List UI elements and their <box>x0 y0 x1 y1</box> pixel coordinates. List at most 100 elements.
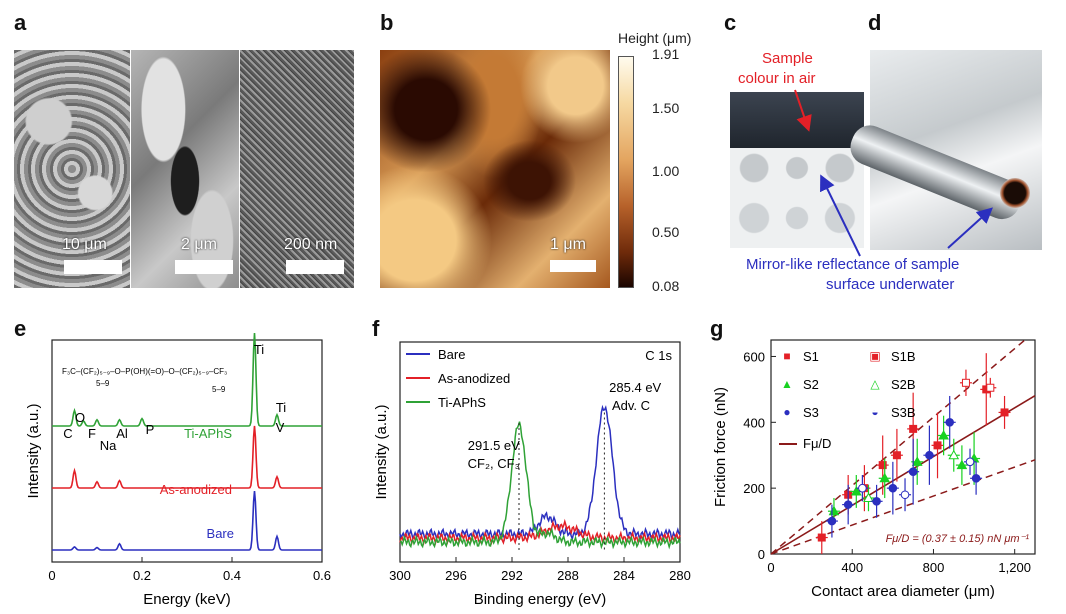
colorbar-tick: 1.00 <box>652 163 680 179</box>
data-point-s3 <box>971 473 981 483</box>
data-point-s2 <box>850 485 862 496</box>
arrow-reflectance-c <box>820 174 861 257</box>
x-tick-label: 288 <box>557 568 579 583</box>
data-point-s2 <box>911 456 923 466</box>
x-tick-label: 0 <box>767 560 774 575</box>
data-point-s3 <box>925 450 934 460</box>
legend-marker: ● <box>783 405 790 419</box>
tube-photo-underwater <box>845 50 1042 250</box>
legend-label: Bare <box>438 347 465 362</box>
scale-bar <box>286 260 344 274</box>
panel-label-e: e <box>14 316 27 341</box>
scale-bar <box>550 260 596 272</box>
confidence-band <box>770 459 1036 555</box>
scale-bar-label: 1 μm <box>550 236 586 253</box>
y-tick-label: 0 <box>758 547 765 562</box>
data-point-s3b <box>900 490 910 500</box>
data-point-s3 <box>872 497 881 506</box>
fit-line <box>770 394 1036 555</box>
element-label-na: Na <box>100 438 117 453</box>
coin-reflection <box>730 148 864 248</box>
x-tick-label: 800 <box>923 560 945 575</box>
data-point-s1 <box>933 441 942 450</box>
y-axis-label: Intensity (a.u.) <box>25 403 42 498</box>
sample-photo-air <box>724 50 870 250</box>
data-point-s1 <box>1000 408 1009 417</box>
colorbar-tick: 0.50 <box>652 224 680 240</box>
data-point-s2 <box>956 459 968 470</box>
element-label-f: F <box>88 426 96 441</box>
y-tick-label: 200 <box>743 481 765 496</box>
x-tick-label: 300 <box>389 568 411 583</box>
data-point-s3 <box>908 467 918 476</box>
y-axis-label: Intensity (a.u.) <box>373 404 390 499</box>
legend-label: S1 <box>803 349 819 364</box>
legend-label: Ti-APhS <box>438 395 486 410</box>
colorbar <box>618 56 634 288</box>
tube-end <box>1000 178 1030 208</box>
x-tick-label: 296 <box>445 568 467 583</box>
sem-image-1: 10 μm <box>14 50 130 288</box>
arrow-air <box>794 89 812 132</box>
legend-label: S3B <box>891 405 916 420</box>
legend-marker: ▲ <box>781 377 793 391</box>
annotation-air-line1: Sample <box>762 50 813 67</box>
data-point-s2b <box>948 449 960 460</box>
element-label-c: C <box>63 426 72 441</box>
element-label-v: V <box>276 420 285 435</box>
chart-eds: 0 0.2 0.4 0.6 Energy (keV) Intensity (a.u.) Ti… <box>25 332 331 608</box>
scale-bar-label: 200 nm <box>284 236 338 253</box>
data-point-s3 <box>827 516 837 526</box>
legend-label: As-anodized <box>438 371 510 386</box>
data-point-s3b <box>965 457 975 467</box>
arrow-reflectance-d <box>947 207 993 249</box>
element-label-o: O <box>75 410 85 425</box>
fit-equation: Fμ/D = (0.37 ± 0.15) nN μm⁻¹ <box>886 533 1030 545</box>
legend-label: S1B <box>891 349 916 364</box>
legend-label: S2 <box>803 377 819 392</box>
annotation-underwater-line1: Mirror-like reflectance of sample <box>746 256 960 273</box>
spectrum-bare <box>52 491 322 551</box>
x-tick-label: 284 <box>613 568 635 583</box>
sem-image-3: 200 nm <box>240 50 354 288</box>
legend-marker: ▣ <box>869 349 880 363</box>
element-label-ti2: Ti <box>276 400 286 415</box>
formula: F₃C–(CF₂)₅₋₉–O–P(OH)(=O)–O–(CF₂)₅₋₉–CF₃ <box>62 367 227 376</box>
data-point-s2b <box>863 492 874 503</box>
element-label-p: P <box>146 422 155 437</box>
data-point-s2 <box>879 472 891 483</box>
x-axis-label: Binding energy (eV) <box>474 591 607 608</box>
legend-label: S2B <box>891 377 916 392</box>
panel-label-c: c <box>724 10 737 35</box>
formula-subscript: 5–9 <box>96 379 110 388</box>
legend-marker: △ <box>870 377 880 391</box>
x-tick-label: 1,200 <box>998 560 1031 575</box>
data-point-s1b <box>961 378 970 387</box>
data-point-s1 <box>878 461 887 470</box>
xps-ti-aphs <box>399 421 681 550</box>
colorbar-tick: 1.50 <box>652 100 680 116</box>
series-label-as-anodized: As-anodized <box>160 482 232 497</box>
xps-as-anodized <box>399 518 681 546</box>
x-tick-label: 0.6 <box>313 568 331 583</box>
element-label-al: Al <box>116 426 128 441</box>
legend-label: S3 <box>803 405 819 420</box>
y-tick-label: 400 <box>743 415 765 430</box>
scale-bar <box>175 260 233 274</box>
data-point-s1b <box>986 383 995 392</box>
data-point-s1 <box>909 424 918 433</box>
data-point-s1 <box>892 451 901 460</box>
annotation-peak1-species: CF₂, CF₃ <box>468 456 520 471</box>
annotation-peak2-species: Adv. C <box>612 398 650 413</box>
panel-label-f: f <box>372 316 380 341</box>
x-axis-label: Energy (keV) <box>143 591 231 608</box>
sem-image-2: 2 μm <box>131 50 239 288</box>
series-label-ti-aphs: Ti-APhS <box>184 426 232 441</box>
x-tick-label: 280 <box>669 568 691 583</box>
data-point-s3b <box>858 483 867 493</box>
annotation-underwater-line2: surface underwater <box>826 276 955 293</box>
formula-subscript: 5–9 <box>212 385 226 394</box>
spectrum-as-anodized <box>52 425 322 489</box>
data-point-s3 <box>945 418 955 427</box>
chart-xps: 300 296 292 288 284 280 Binding energy (eV) Int… <box>373 341 691 608</box>
